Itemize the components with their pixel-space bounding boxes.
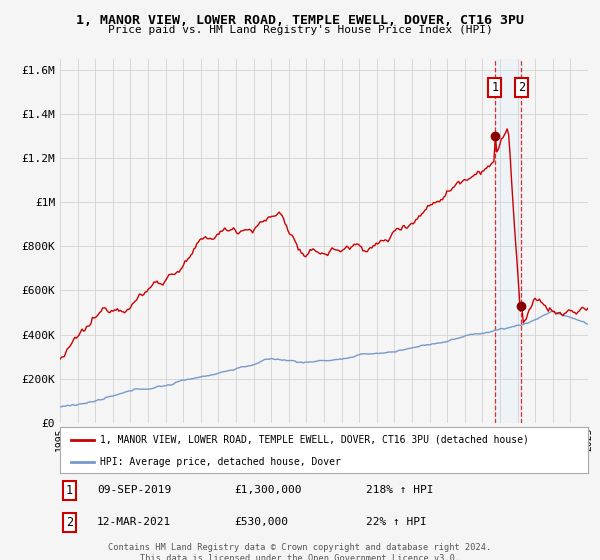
Text: 1, MANOR VIEW, LOWER ROAD, TEMPLE EWELL, DOVER, CT16 3PU: 1, MANOR VIEW, LOWER ROAD, TEMPLE EWELL,… <box>76 14 524 27</box>
Text: 12-MAR-2021: 12-MAR-2021 <box>97 517 171 528</box>
Text: 2: 2 <box>66 516 73 529</box>
Text: Contains HM Land Registry data © Crown copyright and database right 2024.
This d: Contains HM Land Registry data © Crown c… <box>109 543 491 560</box>
Text: £1,300,000: £1,300,000 <box>234 485 302 495</box>
Bar <box>495 59 521 423</box>
Text: 2: 2 <box>518 81 525 94</box>
Text: 22% ↑ HPI: 22% ↑ HPI <box>366 517 427 528</box>
Text: 09-SEP-2019: 09-SEP-2019 <box>97 485 171 495</box>
Text: 1: 1 <box>66 484 73 497</box>
Text: 218% ↑ HPI: 218% ↑ HPI <box>366 485 434 495</box>
Text: Price paid vs. HM Land Registry's House Price Index (HPI): Price paid vs. HM Land Registry's House … <box>107 25 493 35</box>
Text: 1, MANOR VIEW, LOWER ROAD, TEMPLE EWELL, DOVER, CT16 3PU (detached house): 1, MANOR VIEW, LOWER ROAD, TEMPLE EWELL,… <box>100 435 529 445</box>
Text: HPI: Average price, detached house, Dover: HPI: Average price, detached house, Dove… <box>100 457 340 466</box>
Text: £530,000: £530,000 <box>234 517 288 528</box>
Text: 1: 1 <box>491 81 499 94</box>
